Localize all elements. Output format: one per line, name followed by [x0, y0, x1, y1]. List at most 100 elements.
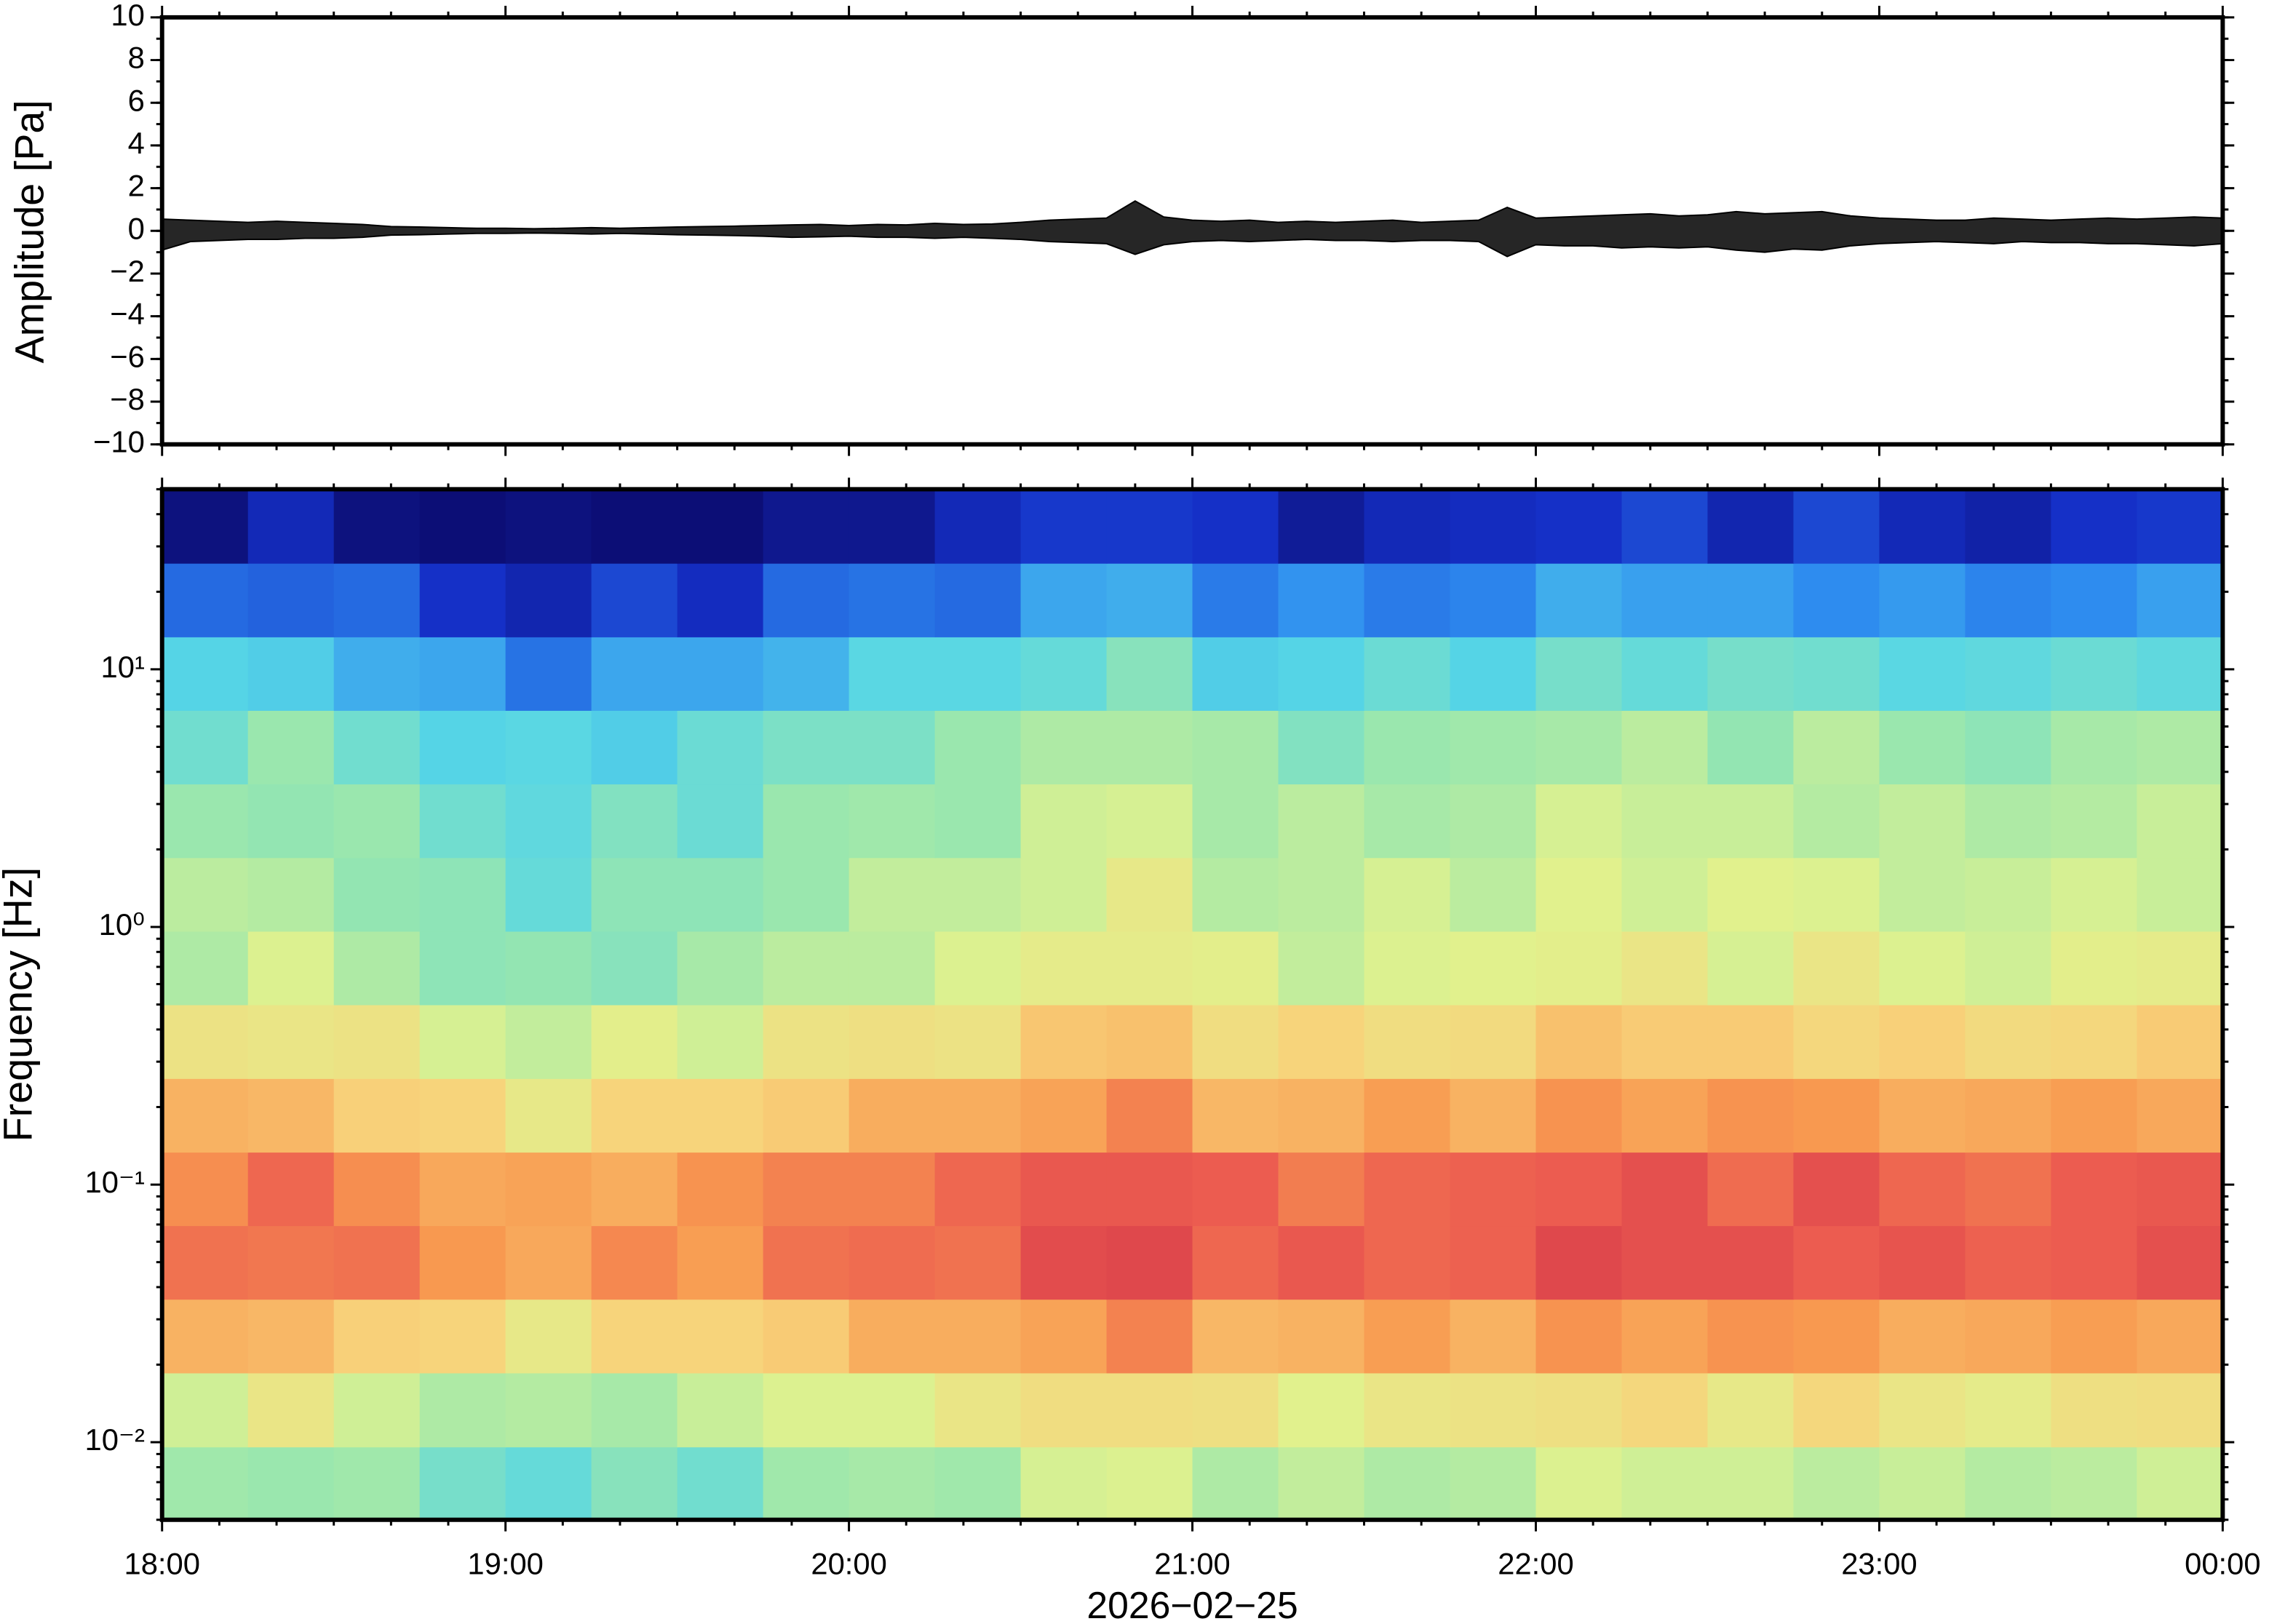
heatmap-cell [591, 1299, 678, 1374]
heatmap-cell [419, 636, 506, 711]
heatmap-cell [419, 562, 506, 637]
heatmap-cell [591, 636, 678, 711]
heatmap-cell [1707, 1372, 1795, 1448]
heatmap-cell [1621, 1299, 1709, 1374]
heatmap-cell [763, 489, 850, 564]
heatmap-cell [1621, 1225, 1709, 1300]
heatmap-cell [1621, 857, 1709, 932]
heatmap-cell [1278, 784, 1365, 859]
heatmap-cell [849, 709, 936, 785]
heatmap-cell [763, 636, 850, 711]
heatmap-cell [2137, 1446, 2223, 1520]
heatmap-cell [505, 1299, 592, 1374]
heatmap-cell [677, 1299, 764, 1374]
heatmap-cell [1020, 784, 1108, 859]
x-tick-label: 23:00 [1841, 1546, 1917, 1580]
heatmap-cell [763, 1152, 850, 1227]
heatmap-cell [2137, 1372, 2223, 1448]
heatmap-cell [333, 1225, 421, 1300]
heatmap-cell [1707, 857, 1795, 932]
heatmap-cell [1707, 1078, 1795, 1153]
y-tick-label: 10 [111, 0, 144, 32]
heatmap-cell [1707, 562, 1795, 637]
heatmap-cell [1364, 709, 1451, 785]
heatmap-cell [2137, 636, 2223, 711]
heatmap-cell [247, 931, 335, 1006]
heatmap-cell [1793, 562, 1880, 637]
heatmap-cell [1192, 489, 1279, 564]
heatmap-cell [1879, 1004, 1966, 1079]
heatmap-cell [1535, 784, 1623, 859]
heatmap-cell [162, 636, 249, 711]
heatmap-cell [1450, 562, 1537, 637]
heatmap-cell [333, 1299, 421, 1374]
heatmap-cell [677, 1152, 764, 1227]
heatmap-cell [247, 636, 335, 711]
heatmap-cell [1535, 1078, 1623, 1153]
heatmap-cell [1192, 931, 1279, 1006]
heatmap-cell [591, 1225, 678, 1300]
heatmap-cell [677, 857, 764, 932]
heatmap-cell [1450, 1299, 1537, 1374]
heatmap-cell [1965, 931, 2052, 1006]
heatmap-cell [1192, 1446, 1279, 1520]
heatmap-cell [677, 1372, 764, 1448]
heatmap-cell [1965, 784, 2052, 859]
heatmap-cell [1020, 1225, 1108, 1300]
heatmap-cell [1020, 1152, 1108, 1227]
y-axis-title: Amplitude [Pa] [7, 100, 52, 363]
heatmap-cell [247, 784, 335, 859]
heatmap-cell [591, 1372, 678, 1448]
heatmap-cell [419, 1299, 506, 1374]
waveform-line [162, 232, 2223, 258]
heatmap-cell [677, 489, 764, 564]
heatmap-cell [1020, 1004, 1108, 1079]
heatmap-cell [934, 857, 1022, 932]
heatmap-cell [1879, 636, 1966, 711]
heatmap-cell [677, 1078, 764, 1153]
heatmap-cell [1707, 709, 1795, 785]
heatmap-cell [2051, 709, 2138, 785]
heatmap-cell [591, 562, 678, 637]
heatmap-cell [2051, 1225, 2138, 1300]
heatmap-cell [1793, 1078, 1880, 1153]
heatmap-cell [1450, 1446, 1537, 1520]
heatmap-cell [1106, 489, 1193, 564]
heatmap-cell [1535, 1446, 1623, 1520]
heatmap-cell [934, 1372, 1022, 1448]
heatmap-cell [247, 562, 335, 637]
heatmap-cell [1793, 931, 1880, 1006]
heatmap-cell [1278, 857, 1365, 932]
heatmap-cell [2137, 857, 2223, 932]
heatmap-cell [1192, 1078, 1279, 1153]
heatmap-cell [1965, 562, 2052, 637]
heatmap-cell [1793, 857, 1880, 932]
heatmap-cell [934, 1299, 1022, 1374]
heatmap-cell [1535, 857, 1623, 932]
heatmap-cell [1450, 709, 1537, 785]
heatmap-cell [1621, 1152, 1709, 1227]
heatmap-cell [1106, 709, 1193, 785]
heatmap-cell [505, 931, 592, 1006]
heatmap-cell [1364, 1372, 1451, 1448]
heatmap-cell [591, 931, 678, 1006]
heatmap-cell [1965, 1078, 2052, 1153]
heatmap-cell [1879, 1299, 1966, 1374]
heatmap-cell [1364, 636, 1451, 711]
heatmap-cell [591, 1152, 678, 1227]
heatmap-cell [1450, 636, 1537, 711]
heatmap-cell [162, 1078, 249, 1153]
heatmap-cell [2137, 931, 2223, 1006]
x-tick-label: 21:00 [1154, 1546, 1230, 1580]
heatmap-cell [677, 636, 764, 711]
heatmap-cell [1192, 636, 1279, 711]
heatmap-cell [162, 1446, 249, 1520]
heatmap-cell [1965, 1225, 2052, 1300]
heatmap-cell [505, 784, 592, 859]
heatmap-cell [1278, 709, 1365, 785]
heatmap-cell [1707, 931, 1795, 1006]
heatmap-cell [1879, 784, 1966, 859]
heatmap-cell [1879, 1446, 1966, 1520]
heatmap-cell [1364, 1446, 1451, 1520]
heatmap-cell [1192, 1299, 1279, 1374]
